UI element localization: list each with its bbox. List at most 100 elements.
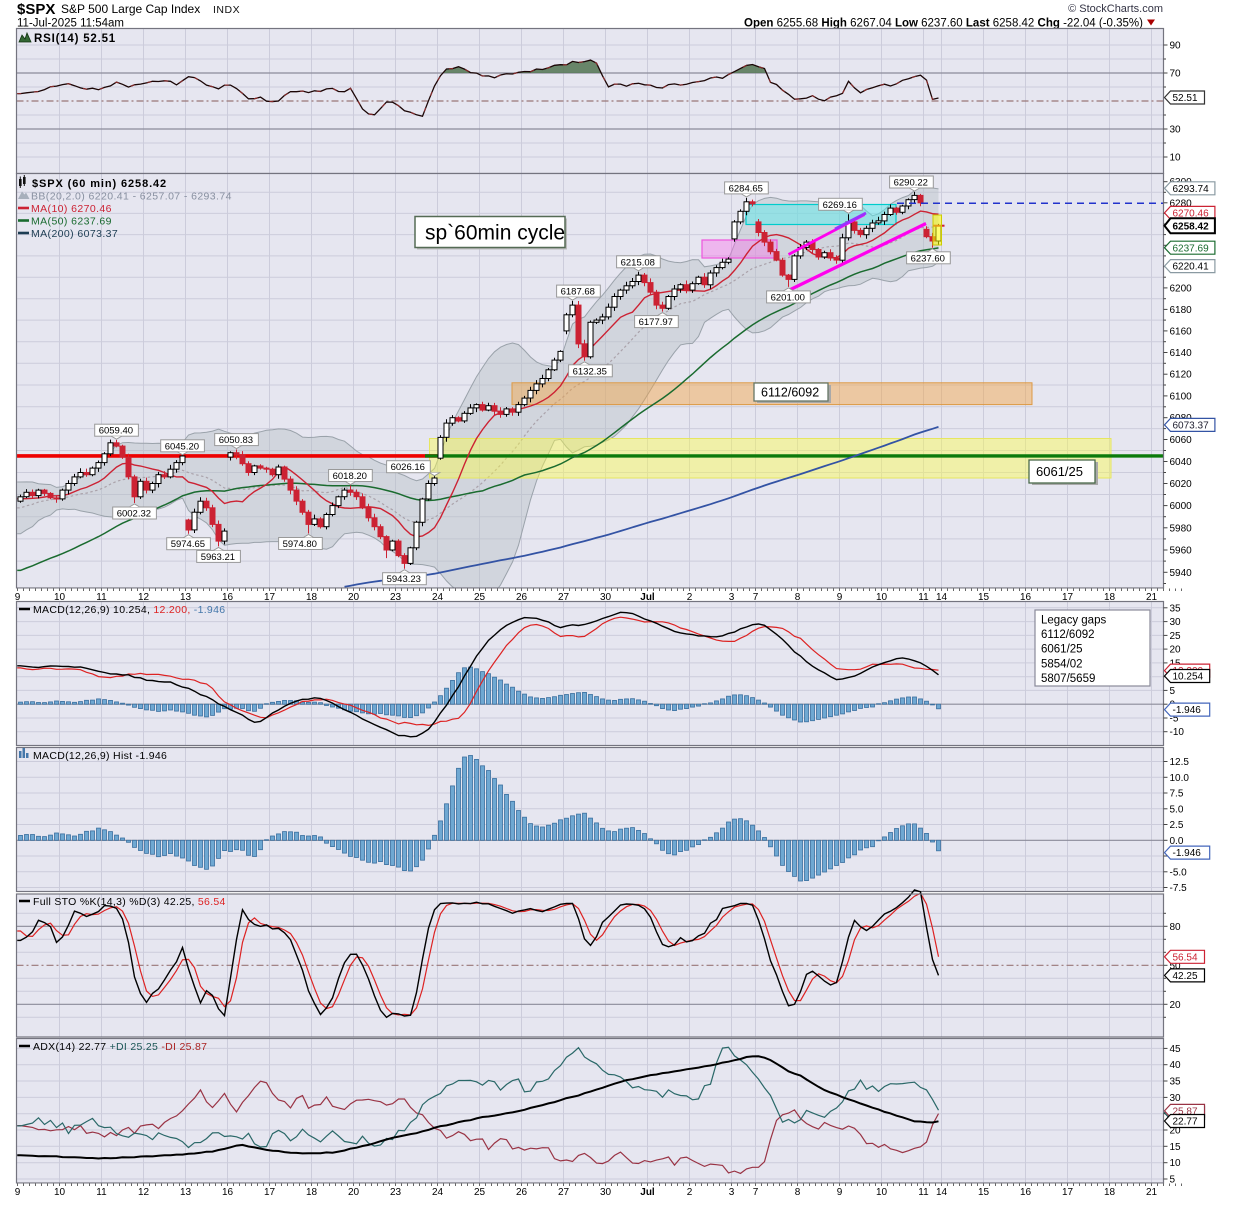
svg-text:5963.21: 5963.21 — [201, 552, 235, 563]
svg-text:$SPX (60 min) 6258.42: $SPX (60 min) 6258.42 — [32, 178, 167, 190]
svg-text:30: 30 — [1170, 125, 1182, 136]
svg-text:15: 15 — [978, 592, 990, 603]
svg-text:6180: 6180 — [1170, 305, 1193, 316]
svg-text:11: 11 — [96, 592, 107, 603]
svg-text:6000: 6000 — [1170, 501, 1193, 512]
svg-text:6293.74: 6293.74 — [1173, 184, 1210, 195]
svg-text:26: 26 — [516, 592, 528, 603]
svg-text:17: 17 — [1062, 592, 1074, 603]
svg-text:7.5: 7.5 — [1170, 789, 1184, 800]
svg-text:MA(50) 6237.69: MA(50) 6237.69 — [31, 216, 112, 228]
svg-text:10: 10 — [876, 1187, 888, 1198]
svg-text:6100: 6100 — [1170, 391, 1193, 402]
svg-text:sp`60min cycle: sp`60min cycle — [425, 222, 565, 245]
svg-text:9: 9 — [837, 1187, 843, 1198]
svg-text:8: 8 — [795, 592, 801, 603]
svg-text:6215.08: 6215.08 — [621, 257, 655, 268]
svg-text:10: 10 — [54, 1187, 66, 1198]
svg-text:26: 26 — [516, 1187, 528, 1198]
svg-text:6061/25: 6061/25 — [1036, 464, 1083, 479]
svg-text:20: 20 — [1170, 1000, 1182, 1011]
svg-text:10.254: 10.254 — [1173, 672, 1204, 683]
svg-text:6050.83: 6050.83 — [219, 435, 253, 446]
svg-text:5: 5 — [1170, 1175, 1176, 1186]
svg-text:5974.65: 5974.65 — [171, 539, 205, 550]
svg-text:6258.42: 6258.42 — [1173, 221, 1210, 232]
svg-text:6132.35: 6132.35 — [573, 366, 607, 377]
svg-text:6112/6092: 6112/6092 — [1041, 629, 1095, 641]
svg-text:Jul: Jul — [640, 1187, 655, 1198]
svg-text:10: 10 — [1170, 153, 1182, 164]
svg-text:5807/5659: 5807/5659 — [1041, 673, 1095, 685]
svg-text:6059.40: 6059.40 — [99, 426, 133, 437]
svg-text:6187.68: 6187.68 — [561, 287, 595, 298]
svg-text:6220.41: 6220.41 — [1173, 262, 1210, 273]
svg-text:30: 30 — [600, 592, 612, 603]
svg-text:20: 20 — [348, 592, 360, 603]
svg-text:17: 17 — [264, 1187, 276, 1198]
svg-text:-10: -10 — [1170, 727, 1185, 738]
svg-text:11: 11 — [96, 1187, 107, 1198]
svg-text:5943.23: 5943.23 — [387, 574, 421, 585]
svg-text:6045.20: 6045.20 — [165, 441, 199, 452]
svg-text:11-Jul-2025 11:54am: 11-Jul-2025 11:54am — [17, 18, 124, 30]
svg-text:18: 18 — [306, 1187, 318, 1198]
svg-text:6061/25: 6061/25 — [1041, 644, 1083, 656]
svg-text:INDX: INDX — [213, 4, 240, 16]
svg-text:25: 25 — [1170, 631, 1182, 642]
svg-text:3: 3 — [729, 592, 735, 603]
svg-text:5980: 5980 — [1170, 523, 1193, 534]
svg-text:6040: 6040 — [1170, 457, 1193, 468]
svg-text:45: 45 — [1170, 1044, 1182, 1055]
svg-text:10: 10 — [54, 592, 66, 603]
svg-text:25.87: 25.87 — [1173, 1107, 1198, 1118]
svg-text:21: 21 — [1146, 592, 1158, 603]
svg-text:22.77: 22.77 — [1173, 1117, 1198, 1128]
svg-text:6200: 6200 — [1170, 283, 1193, 294]
svg-text:16: 16 — [222, 592, 234, 603]
svg-text:6177.97: 6177.97 — [639, 317, 673, 328]
svg-text:80: 80 — [1170, 922, 1182, 933]
svg-text:16: 16 — [1020, 1187, 1032, 1198]
svg-text:MACD(12,26,9) 10.254, 12.200,: MACD(12,26,9) 10.254, 12.200, -1.946 — [33, 604, 225, 616]
svg-text:RSI(14) 52.51: RSI(14) 52.51 — [34, 33, 116, 45]
svg-text:11: 11 — [918, 1187, 929, 1198]
svg-text:17: 17 — [264, 592, 276, 603]
svg-text:21: 21 — [1146, 1187, 1158, 1198]
svg-text:-1.946: -1.946 — [1173, 848, 1202, 859]
svg-text:14: 14 — [936, 1187, 948, 1198]
svg-text:-5: -5 — [1170, 714, 1179, 725]
svg-text:S&P 500 Large Cap Index: S&P 500 Large Cap Index — [61, 2, 200, 16]
svg-text:13: 13 — [180, 592, 192, 603]
svg-text:5.0: 5.0 — [1170, 804, 1184, 815]
svg-text:42.25: 42.25 — [1173, 971, 1198, 982]
svg-text:12: 12 — [138, 1187, 150, 1198]
svg-text:8: 8 — [795, 1187, 801, 1198]
svg-text:12.5: 12.5 — [1170, 757, 1190, 768]
svg-text:18: 18 — [306, 592, 318, 603]
svg-text:14: 14 — [936, 592, 948, 603]
svg-text:ADX(14) 22.77 +DI 25.25 -DI 25: ADX(14) 22.77 +DI 25.25 -DI 25.87 — [33, 1041, 207, 1053]
svg-text:5854/02: 5854/02 — [1041, 658, 1083, 670]
svg-text:10: 10 — [1170, 1158, 1182, 1169]
svg-text:18: 18 — [1104, 1187, 1116, 1198]
svg-text:3: 3 — [729, 1187, 735, 1198]
svg-text:35: 35 — [1170, 603, 1182, 614]
svg-text:27: 27 — [558, 592, 570, 603]
svg-text:16: 16 — [1020, 592, 1032, 603]
svg-text:11: 11 — [918, 592, 929, 603]
svg-text:17: 17 — [1062, 1187, 1074, 1198]
svg-text:56.54: 56.54 — [1173, 952, 1198, 963]
svg-text:2.5: 2.5 — [1170, 820, 1184, 831]
svg-text:6237.60: 6237.60 — [911, 253, 945, 264]
svg-text:25: 25 — [474, 592, 486, 603]
svg-text:6280: 6280 — [1170, 198, 1193, 209]
svg-text:20: 20 — [348, 1187, 360, 1198]
svg-text:7: 7 — [753, 592, 759, 603]
svg-text:12: 12 — [138, 592, 150, 603]
svg-text:6140: 6140 — [1170, 348, 1193, 359]
svg-text:6120: 6120 — [1170, 370, 1193, 381]
svg-text:16: 16 — [222, 1187, 234, 1198]
svg-text:9: 9 — [837, 592, 843, 603]
svg-text:9: 9 — [15, 592, 21, 603]
